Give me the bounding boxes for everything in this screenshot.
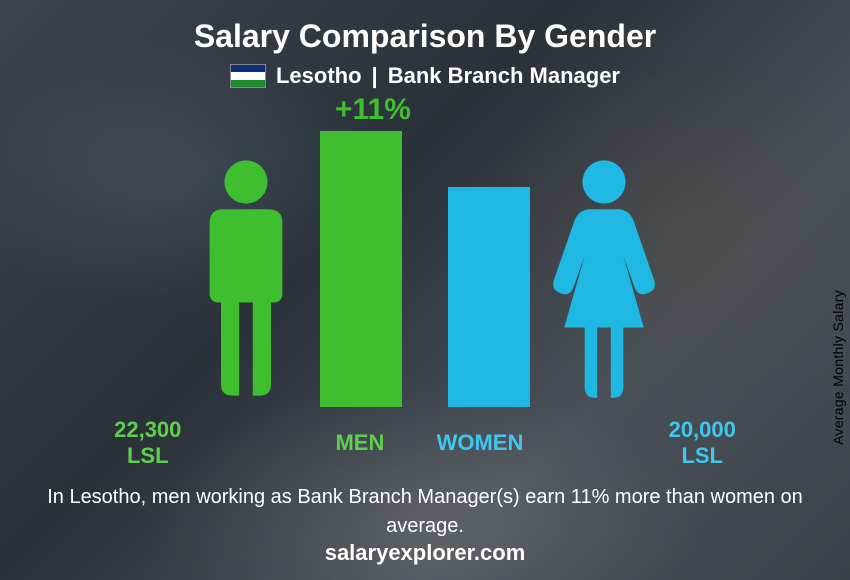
summary-text: In Lesotho, men working as Bank Branch M… <box>45 483 805 541</box>
flag-icon <box>230 64 266 88</box>
female-bar <box>448 187 530 407</box>
female-label: WOMEN <box>437 430 524 456</box>
male-label: MEN <box>327 430 394 456</box>
male-bar <box>320 131 402 407</box>
role-label: Bank Branch Manager <box>388 63 620 89</box>
separator: | <box>372 63 378 89</box>
chart: +11% <box>188 97 662 407</box>
percent-diff-label: +11% <box>335 93 411 127</box>
subtitle: Lesotho | Bank Branch Manager <box>230 63 620 89</box>
female-salary: 20,000 LSL <box>649 417 755 469</box>
country-label: Lesotho <box>276 63 362 89</box>
page-title: Salary Comparison By Gender <box>194 18 656 55</box>
male-salary: 22,300 LSL <box>95 417 201 469</box>
female-icon <box>546 157 662 407</box>
labels-row: 22,300 LSL MEN WOMEN 20,000 LSL <box>95 417 755 469</box>
male-icon <box>188 157 304 407</box>
